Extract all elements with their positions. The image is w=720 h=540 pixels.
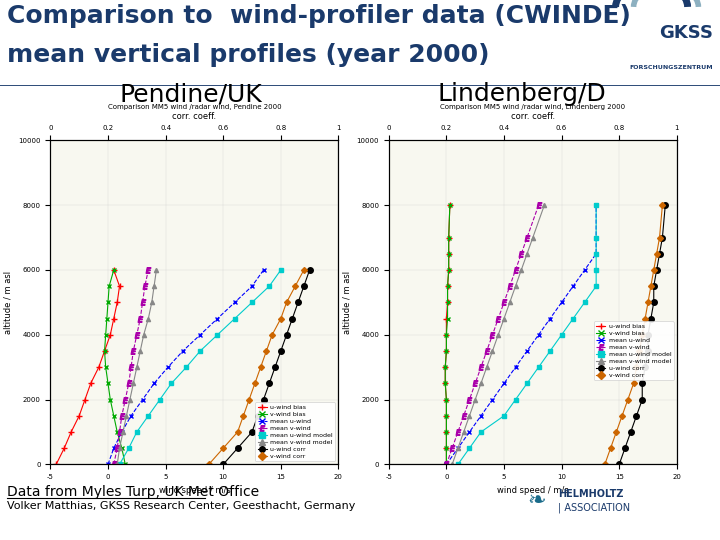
Text: HELMHOLTZ: HELMHOLTZ bbox=[558, 489, 624, 499]
Title: Comparison MM5 wind /radar wind, Lindenberg 2000: Comparison MM5 wind /radar wind, Lindenb… bbox=[440, 104, 626, 110]
Text: mean vertical profiles (year 2000): mean vertical profiles (year 2000) bbox=[7, 43, 490, 67]
Text: FORSCHUNGSZENTRUM: FORSCHUNGSZENTRUM bbox=[629, 65, 713, 70]
Text: Data from Myles Turp, UK Met Office: Data from Myles Turp, UK Met Office bbox=[7, 485, 259, 499]
Text: Lindenberg/D: Lindenberg/D bbox=[438, 83, 606, 106]
Legend: u-wind bias, v-wind bias, mean u-wind, mean v-wind, mean u-wind model, mean v-wi: u-wind bias, v-wind bias, mean u-wind, m… bbox=[255, 402, 336, 461]
X-axis label: corr. coeff.: corr. coeff. bbox=[172, 112, 217, 121]
Legend: u-wind bias, v-wind bias, mean u-wind, mean v-wind, mean u-wind model, mean v-wi: u-wind bias, v-wind bias, mean u-wind, m… bbox=[593, 321, 674, 380]
X-axis label: corr. coeff.: corr. coeff. bbox=[510, 112, 555, 121]
Title: Comparison MM5 wind /radar wind, Pendine 2000: Comparison MM5 wind /radar wind, Pendine… bbox=[107, 104, 282, 110]
Y-axis label: altitude / m asl: altitude / m asl bbox=[342, 271, 351, 334]
X-axis label: wind speed / m/s: wind speed / m/s bbox=[497, 485, 569, 495]
Text: GKSS: GKSS bbox=[659, 24, 713, 42]
Y-axis label: altitude / m asl: altitude / m asl bbox=[4, 271, 13, 334]
Text: Volker Matthias, GKSS Research Center, Geesthacht, Germany: Volker Matthias, GKSS Research Center, G… bbox=[7, 501, 356, 511]
Text: ❧: ❧ bbox=[527, 491, 546, 511]
Text: 12: 12 bbox=[11, 522, 28, 535]
Text: Comparison to  wind-profiler data (CWINDE): Comparison to wind-profiler data (CWINDE… bbox=[7, 4, 631, 28]
Text: Pendine/UK: Pendine/UK bbox=[120, 83, 262, 106]
X-axis label: wind speed / m/s: wind speed / m/s bbox=[158, 485, 230, 495]
Text: | ASSOCIATION: | ASSOCIATION bbox=[558, 502, 630, 513]
